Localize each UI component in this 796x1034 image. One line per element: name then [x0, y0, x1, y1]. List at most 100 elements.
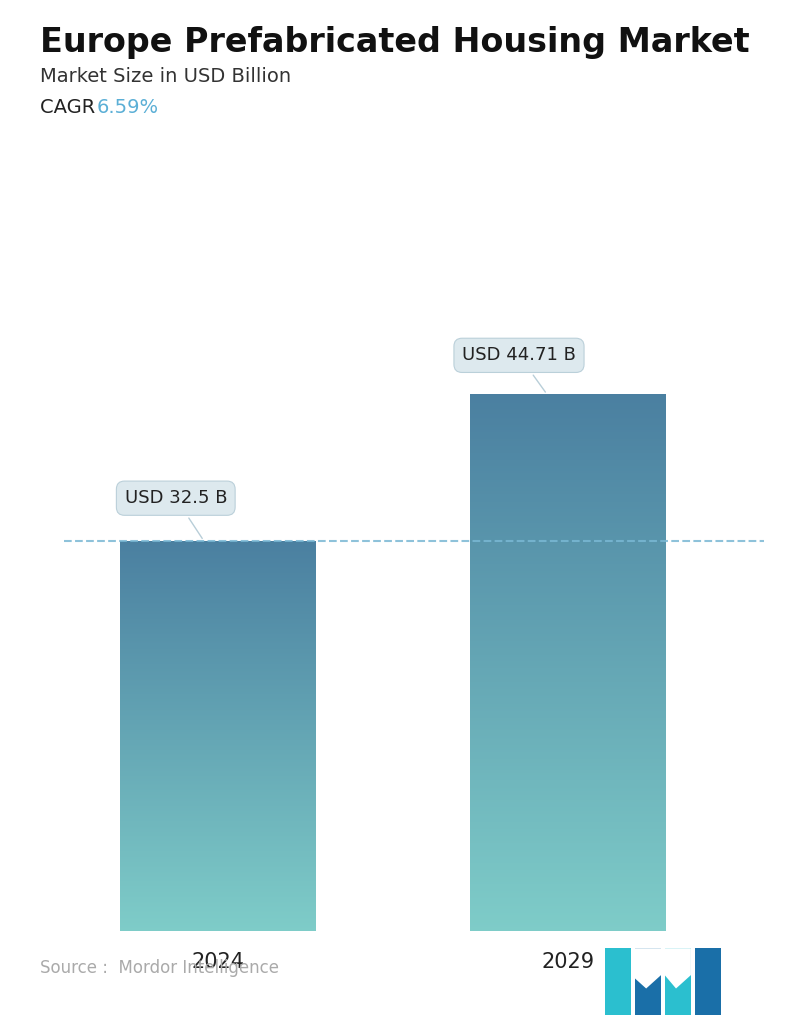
Bar [119, 861, 316, 863]
Bar [470, 598, 666, 600]
Bar [470, 656, 666, 657]
Bar [470, 695, 666, 697]
Bar [470, 800, 666, 802]
Bar [119, 596, 316, 597]
Bar [119, 652, 316, 653]
Bar [470, 827, 666, 828]
Bar [470, 545, 666, 546]
Bar [470, 752, 666, 754]
Bar [470, 823, 666, 825]
Bar [119, 708, 316, 709]
Bar [470, 709, 666, 710]
Bar [470, 835, 666, 838]
Bar [470, 582, 666, 584]
Bar [470, 840, 666, 842]
Bar [119, 727, 316, 728]
Bar [119, 785, 316, 787]
Bar [119, 629, 316, 631]
Bar [470, 779, 666, 781]
Bar [470, 625, 666, 627]
Bar [470, 848, 666, 850]
Bar [470, 818, 666, 820]
Bar [470, 600, 666, 602]
Bar [119, 843, 316, 844]
Bar [470, 597, 666, 598]
Bar [470, 773, 666, 776]
Bar [119, 706, 316, 707]
Bar [119, 863, 316, 864]
Bar [470, 886, 666, 888]
Bar [470, 394, 666, 396]
Bar [119, 845, 316, 846]
Bar [470, 791, 666, 793]
Bar [119, 697, 316, 698]
Bar [470, 637, 666, 639]
Bar [119, 541, 316, 542]
Bar [470, 761, 666, 762]
Bar [470, 813, 666, 815]
Bar [470, 420, 666, 421]
Bar [119, 651, 316, 652]
Bar [470, 889, 666, 891]
Bar [119, 925, 316, 926]
Bar [470, 730, 666, 732]
Bar [119, 793, 316, 794]
Bar [119, 855, 316, 856]
Bar [470, 653, 666, 656]
Bar [119, 646, 316, 647]
Bar [119, 876, 316, 877]
Bar [119, 844, 316, 845]
Bar [470, 639, 666, 641]
Bar [470, 703, 666, 705]
Bar [470, 445, 666, 446]
Bar [470, 822, 666, 823]
Bar [119, 769, 316, 770]
Bar [470, 469, 666, 472]
Bar [470, 572, 666, 573]
Bar [470, 450, 666, 452]
Bar [119, 575, 316, 576]
Bar [119, 671, 316, 672]
Bar [119, 760, 316, 762]
Bar [119, 615, 316, 616]
Bar [119, 709, 316, 711]
Bar [119, 562, 316, 565]
Bar [119, 895, 316, 896]
Bar [470, 575, 666, 577]
Bar [470, 777, 666, 779]
Bar [470, 913, 666, 914]
Bar [119, 637, 316, 638]
Bar [470, 929, 666, 931]
Bar [470, 565, 666, 566]
Bar [470, 659, 666, 661]
Bar [119, 662, 316, 663]
Bar [119, 648, 316, 650]
Bar [470, 614, 666, 616]
Bar [119, 624, 316, 626]
Bar [119, 773, 316, 774]
Bar [119, 912, 316, 914]
Bar [119, 668, 316, 669]
Bar [470, 416, 666, 418]
Bar [119, 567, 316, 568]
Bar [119, 573, 316, 575]
Bar [119, 838, 316, 839]
Bar [470, 538, 666, 539]
Bar [470, 531, 666, 534]
Bar [470, 498, 666, 499]
Text: CAGR: CAGR [40, 98, 107, 117]
Bar [470, 617, 666, 619]
Bar [119, 581, 316, 582]
Bar [470, 759, 666, 761]
Bar [470, 585, 666, 587]
Bar [470, 920, 666, 921]
Bar [119, 799, 316, 800]
Bar [470, 891, 666, 893]
Bar [470, 911, 666, 913]
Bar [470, 546, 666, 548]
Bar [119, 626, 316, 627]
Bar [470, 568, 666, 570]
Bar [470, 595, 666, 597]
Bar [470, 688, 666, 690]
Bar [119, 768, 316, 769]
